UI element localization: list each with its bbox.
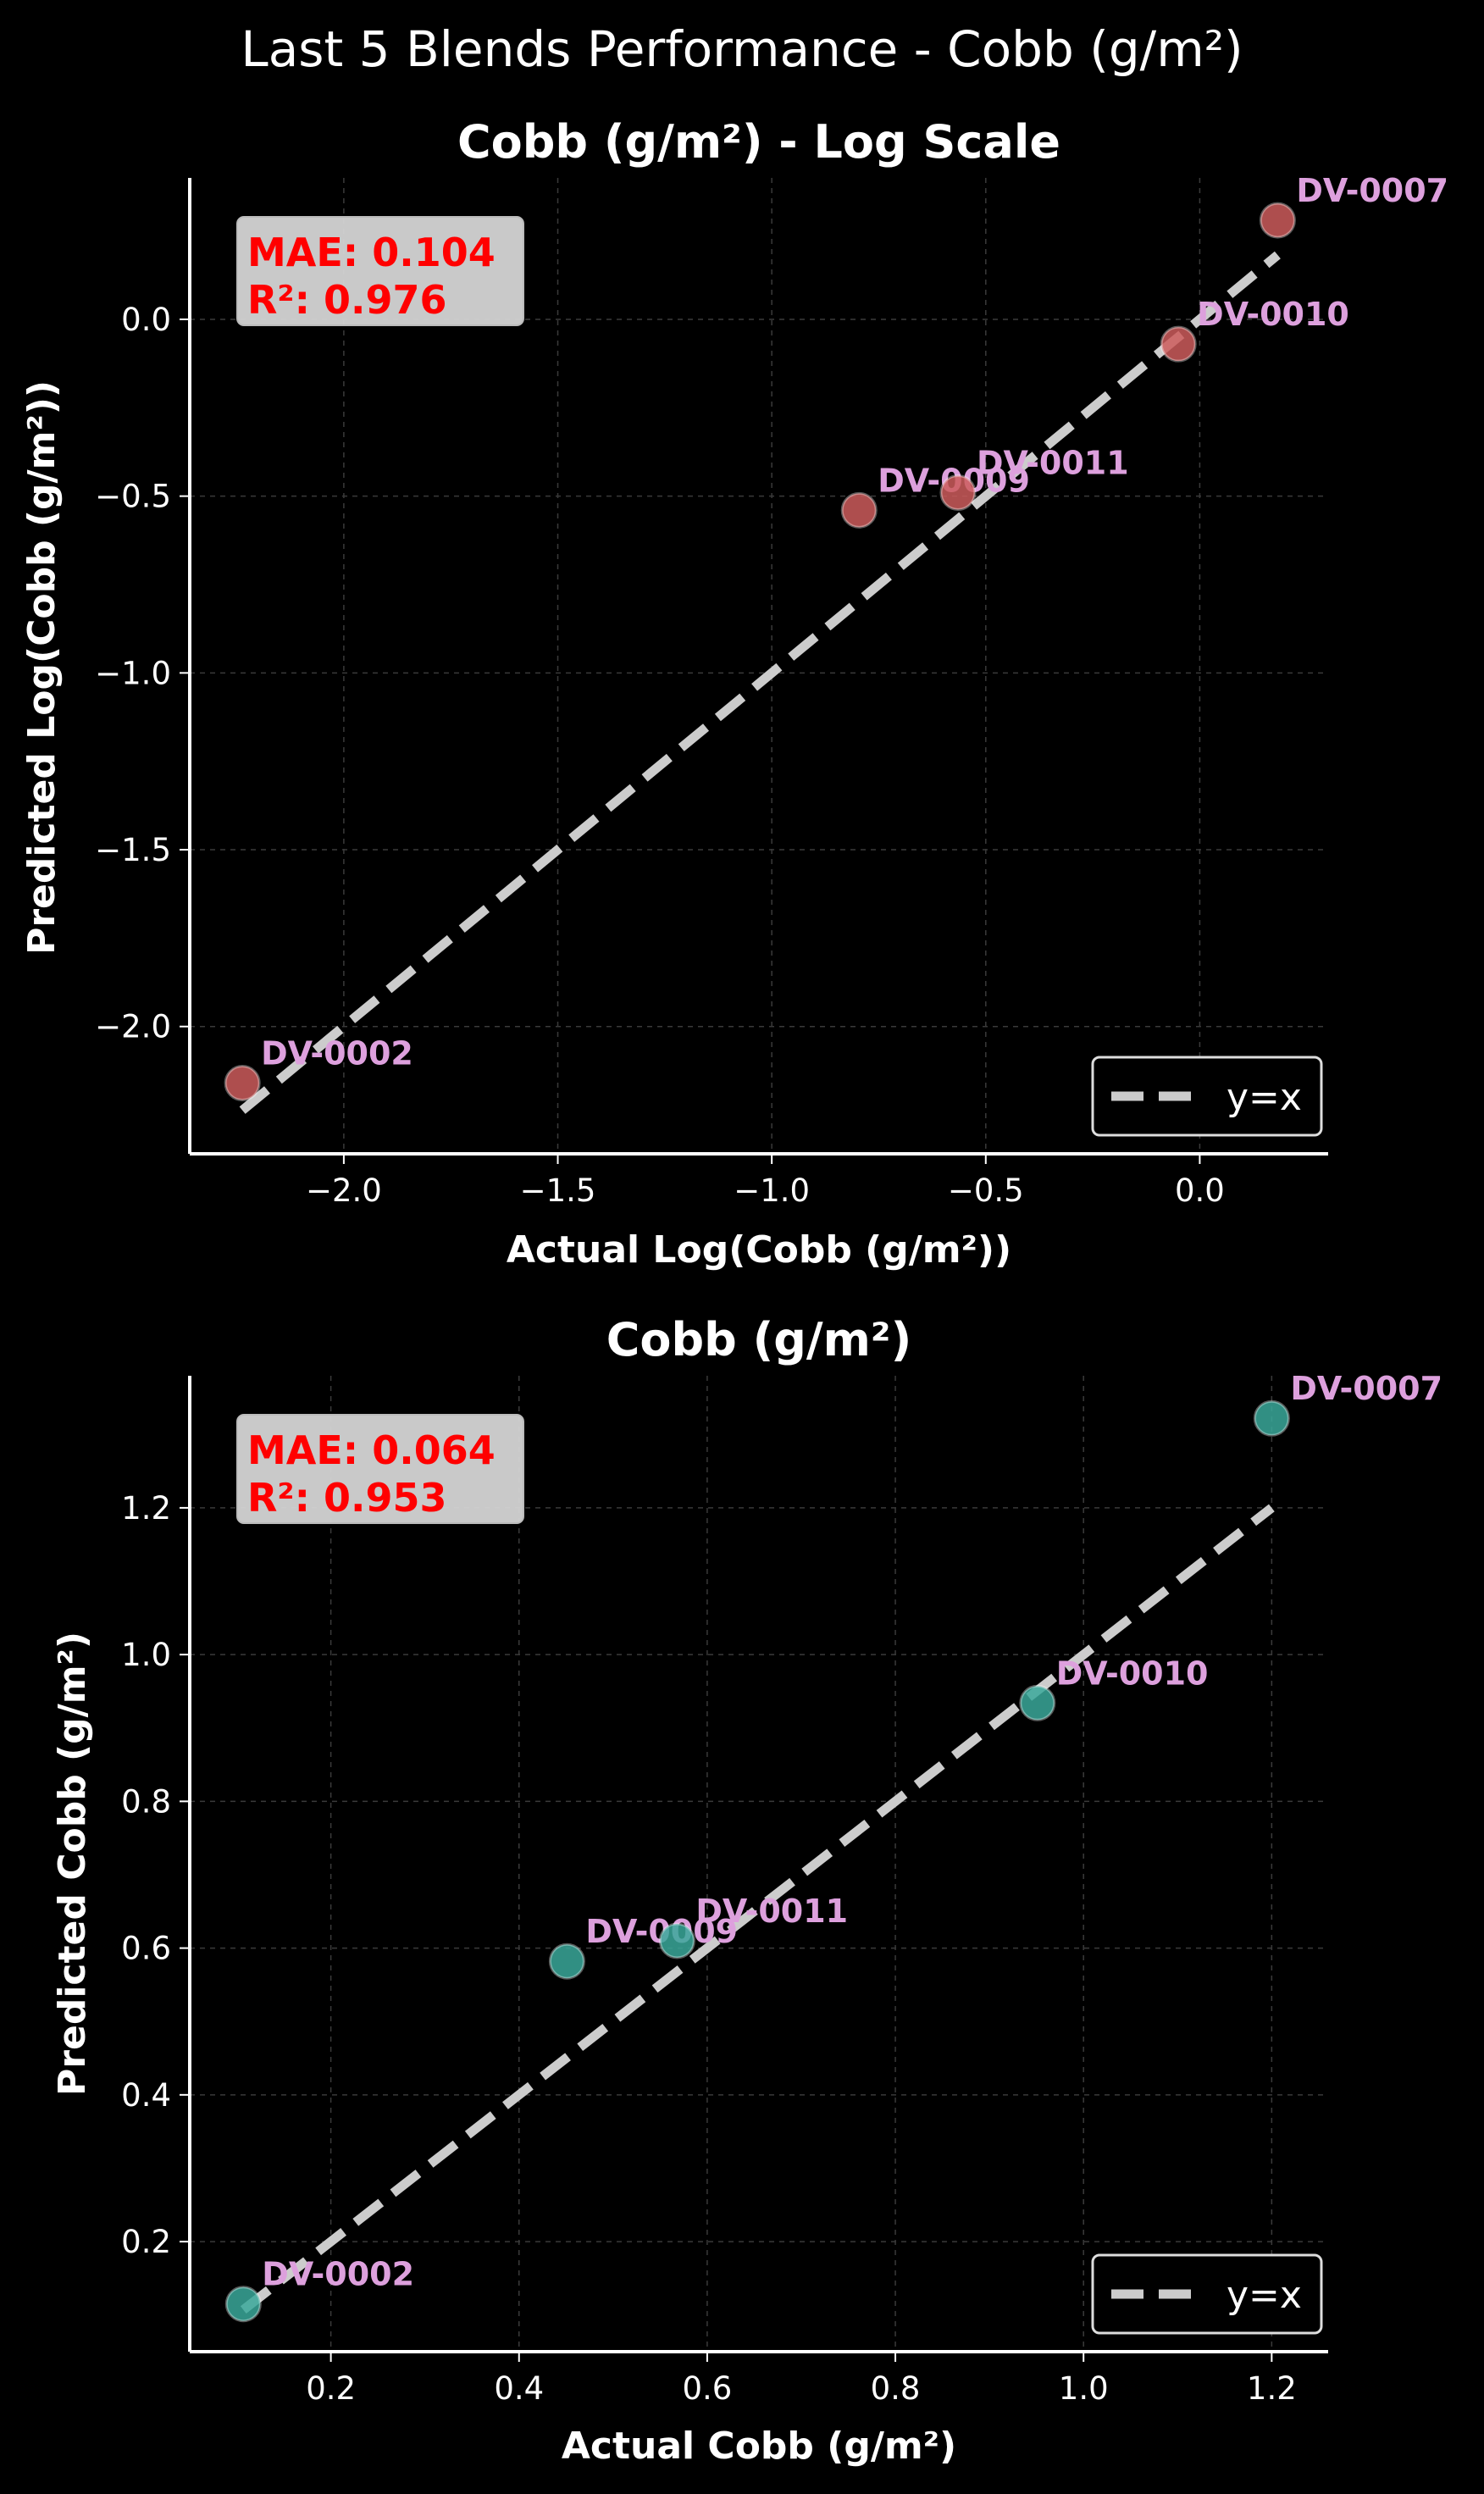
linear-scale-panel: Cobb (g/m²) Actual Cobb (g/m²) Predicted… <box>51 1313 1442 2468</box>
data-point <box>939 474 977 511</box>
y-tick-label: 1.2 <box>121 1490 171 1527</box>
legend-label: y=x <box>1227 2274 1302 2317</box>
point-label: DV-0011 <box>695 1893 848 1930</box>
stats-box <box>236 1414 524 1524</box>
y-tick-label: 0.6 <box>121 1931 171 1967</box>
stats-box <box>236 216 524 326</box>
legend <box>1091 1056 1323 1137</box>
y-tick-label: 0.8 <box>121 1783 171 1820</box>
legend <box>1091 2253 1323 2335</box>
data-point <box>548 1943 585 1980</box>
x-tick-label: −2.0 <box>306 1172 382 1209</box>
reference-line <box>240 1504 1275 2314</box>
y-tick-label: 0.0 <box>121 302 171 338</box>
x-axis-label: Actual Log(Cobb (g/m²)) <box>507 1228 1011 1272</box>
x-tick-label: 0.8 <box>871 2370 921 2407</box>
x-tick-label: 0.6 <box>682 2370 732 2407</box>
x-tick-label: 0.0 <box>1175 1172 1225 1209</box>
figure-title: Last 5 Blends Performance - Cobb (g/m²) <box>241 20 1243 78</box>
x-tick-label: −1.5 <box>520 1172 596 1209</box>
point-label: DV-0007 <box>1296 172 1448 209</box>
data-point <box>658 1922 695 1959</box>
point-label: DV-0011 <box>977 444 1129 481</box>
y-tick-label: −2.0 <box>95 1009 171 1045</box>
mae-text: MAE: 0.064 <box>247 1427 496 1473</box>
plot-area: 0.2 0.4 0.6 0.8 1.0 1.2 0.2 0.4 0.6 0.8 1.0 1.2 DV-0… <box>121 1370 1442 2407</box>
y-tick-label: −1.0 <box>95 655 171 691</box>
panel-title: Cobb (g/m²) - Log Scale <box>457 115 1060 169</box>
y-tick-label: −1.5 <box>95 832 171 868</box>
data-point <box>224 2286 262 2323</box>
plot-area: −2.0 −1.5 −1.0 −0.5 0.0 −2.0 −1.5 −1.0 −0.5 0.0 DV… <box>95 172 1448 1209</box>
x-tick-label: 0.4 <box>494 2370 544 2407</box>
r2-text: R²: 0.976 <box>247 277 446 323</box>
data-point <box>224 1065 261 1102</box>
x-axis-label: Actual Cobb (g/m²) <box>562 2425 956 2468</box>
y-tick-label: 0.2 <box>121 2224 171 2260</box>
mae-text: MAE: 0.104 <box>247 230 496 275</box>
point-label: DV-0002 <box>261 1035 413 1072</box>
y-axis-label: Predicted Cobb (g/m²) <box>51 1632 94 2096</box>
point-label: DV-0002 <box>262 2256 414 2293</box>
x-tick-label: 0.2 <box>306 2370 356 2407</box>
y-tick-label: 1.0 <box>121 1637 171 1673</box>
data-point <box>1259 202 1296 239</box>
x-tick-label: 1.0 <box>1059 2370 1109 2407</box>
point-label: DV-0007 <box>1290 1370 1442 1407</box>
y-tick-label: −0.5 <box>95 479 171 515</box>
x-tick-label: −1.0 <box>734 1172 810 1209</box>
data-point <box>1253 1399 1290 1437</box>
point-label: DV-0010 <box>1197 296 1349 333</box>
data-point <box>840 491 878 529</box>
y-axis-label: Predicted Log(Cobb (g/m²)) <box>20 380 64 955</box>
x-tick-label: −0.5 <box>948 1172 1024 1209</box>
data-point <box>1019 1684 1056 1721</box>
log-scale-panel: Cobb (g/m²) - Log Scale Actual Log(Cobb … <box>20 115 1448 1272</box>
x-tick-label: 1.2 <box>1247 2370 1297 2407</box>
y-tick-label: 0.4 <box>121 2077 171 2114</box>
point-label: DV-0010 <box>1056 1654 1209 1692</box>
panel-title: Cobb (g/m²) <box>606 1313 912 1366</box>
r2-text: R²: 0.953 <box>247 1475 446 1521</box>
data-point <box>1160 325 1197 363</box>
legend-label: y=x <box>1227 1076 1302 1119</box>
reference-line <box>239 251 1281 1114</box>
